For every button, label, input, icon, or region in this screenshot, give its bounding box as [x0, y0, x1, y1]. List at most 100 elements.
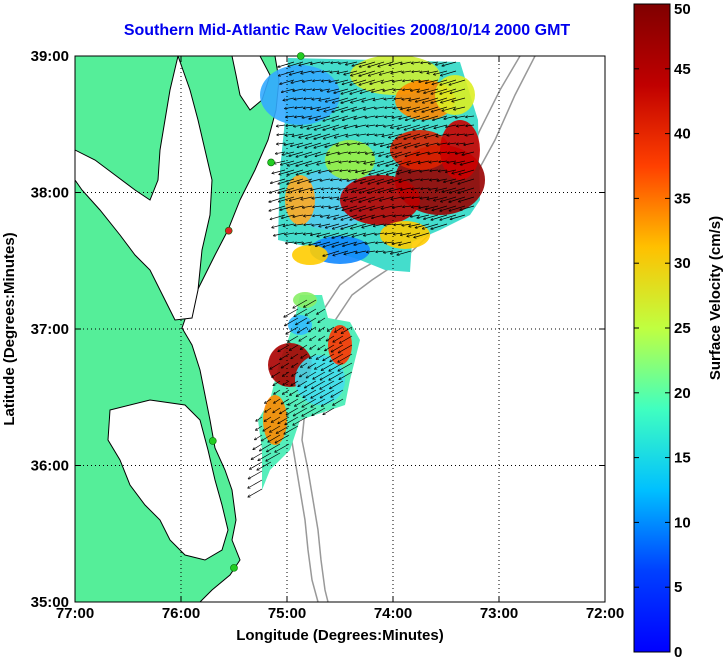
velocity-arrow — [378, 61, 394, 66]
velocity-arrow — [379, 151, 394, 156]
velocity-arrow — [457, 143, 466, 144]
velocity-arrow — [257, 461, 272, 470]
velocity-arrow — [370, 79, 385, 84]
velocity-arrow — [404, 124, 421, 130]
velocity-arrow — [341, 326, 353, 333]
velocity-arrow — [271, 178, 286, 183]
velocity-arrow — [388, 178, 403, 183]
velocity-arrow — [278, 61, 295, 67]
velocity-arrow — [304, 107, 313, 108]
velocity-arrow — [264, 416, 272, 421]
velocity-arrow — [342, 232, 358, 238]
velocity-arrow — [327, 151, 340, 155]
velocity-arrow — [429, 161, 439, 162]
velocity-arrow — [301, 124, 313, 128]
velocity-arrow — [319, 169, 331, 173]
velocity-arrow — [424, 88, 439, 93]
velocity-arrow — [407, 232, 421, 236]
velocity-arrow — [431, 97, 448, 103]
colorbar-label: Surface Velocity (cm/s) — [707, 216, 724, 380]
velocity-arrow — [338, 362, 353, 371]
velocity-arrow — [393, 233, 403, 234]
velocity-arrow — [397, 169, 412, 174]
velocity-arrow — [248, 479, 263, 488]
velocity-arrow — [286, 125, 295, 126]
velocity-arrow — [322, 206, 331, 207]
velocity-arrow — [314, 142, 331, 148]
velocity-arrow — [416, 97, 430, 102]
velocity-arrow — [290, 389, 299, 395]
velocity-arrow — [439, 161, 448, 162]
velocity-arrow — [409, 223, 421, 227]
velocity-arrow — [376, 125, 385, 126]
velocity-arrow — [288, 160, 304, 166]
velocity-arrow — [282, 151, 295, 155]
velocity-arrow — [394, 215, 403, 216]
velocity-arrow — [283, 380, 290, 385]
velocity-arrow — [294, 98, 304, 99]
velocity-arrow — [384, 124, 394, 127]
velocity-arrow — [380, 70, 394, 75]
velocity-arrow — [351, 196, 367, 202]
velocity-arrow — [320, 178, 331, 181]
velocity-arrow — [374, 142, 385, 145]
velocity-arrow — [304, 98, 313, 99]
velocity-arrow — [305, 380, 317, 388]
velocity-arrow — [311, 187, 322, 190]
velocity-arrow — [420, 71, 430, 72]
velocity-arrow — [344, 196, 358, 201]
velocity-arrow — [426, 142, 439, 146]
velocity-arrow — [369, 70, 385, 76]
velocity-arrow — [296, 317, 308, 325]
velocity-arrow — [466, 125, 475, 126]
velocity-arrow — [442, 187, 457, 192]
velocity-arrow — [403, 80, 412, 81]
velocity-arrow — [357, 133, 367, 135]
velocity-arrow — [333, 250, 349, 255]
velocity-arrow — [423, 97, 439, 103]
velocity-arrow — [306, 133, 322, 139]
velocity-arrow — [409, 169, 421, 173]
velocity-arrow — [323, 124, 340, 130]
velocity-arrow — [364, 232, 376, 236]
velocity-arrow — [462, 151, 475, 155]
velocity-arrow — [283, 371, 290, 376]
velocity-arrow — [458, 178, 475, 184]
velocity-arrow — [341, 223, 358, 229]
velocity-arrow — [306, 160, 322, 166]
velocity-arrow — [366, 151, 376, 154]
velocity-arrow — [327, 214, 340, 218]
velocity-arrow — [422, 115, 439, 121]
velocity-arrow — [442, 106, 457, 111]
velocity-arrow — [333, 335, 344, 342]
velocity-arrow — [270, 425, 281, 432]
velocity-arrow — [272, 416, 281, 422]
velocity-arrow — [305, 142, 322, 148]
velocity-arrow — [322, 71, 331, 72]
velocity-arrow — [331, 179, 340, 180]
velocity-arrow — [291, 205, 304, 209]
velocity-arrow — [438, 142, 448, 145]
colorbar-tick-label: 5 — [674, 579, 682, 596]
velocity-arrow — [430, 170, 439, 171]
velocity-arrow — [376, 242, 385, 243]
colorbar-tick-label: 25 — [674, 320, 691, 337]
velocity-arrow — [309, 178, 322, 182]
velocity-arrow — [341, 214, 358, 220]
velocity-arrow — [438, 170, 448, 171]
velocity-arrow — [455, 115, 466, 118]
velocity-arrow — [375, 232, 385, 235]
velocity-arrow — [340, 170, 349, 171]
velocity-arrow — [362, 169, 376, 173]
velocity-arrow — [270, 214, 286, 219]
velocity-arrow — [312, 407, 326, 415]
velocity-arrow — [279, 70, 295, 76]
velocity-arrow — [407, 106, 421, 110]
velocity-arrow — [350, 214, 367, 220]
velocity-arrow — [295, 398, 308, 406]
velocity-arrow — [312, 97, 322, 99]
velocity-arrow — [411, 214, 421, 217]
velocity-arrow — [354, 178, 367, 182]
velocity-arrow — [285, 232, 295, 235]
velocity-arrow — [399, 115, 412, 119]
